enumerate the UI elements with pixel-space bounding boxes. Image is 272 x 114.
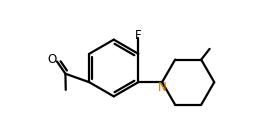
Text: O: O <box>48 52 57 65</box>
Text: F: F <box>135 28 142 41</box>
Text: N: N <box>158 80 166 93</box>
